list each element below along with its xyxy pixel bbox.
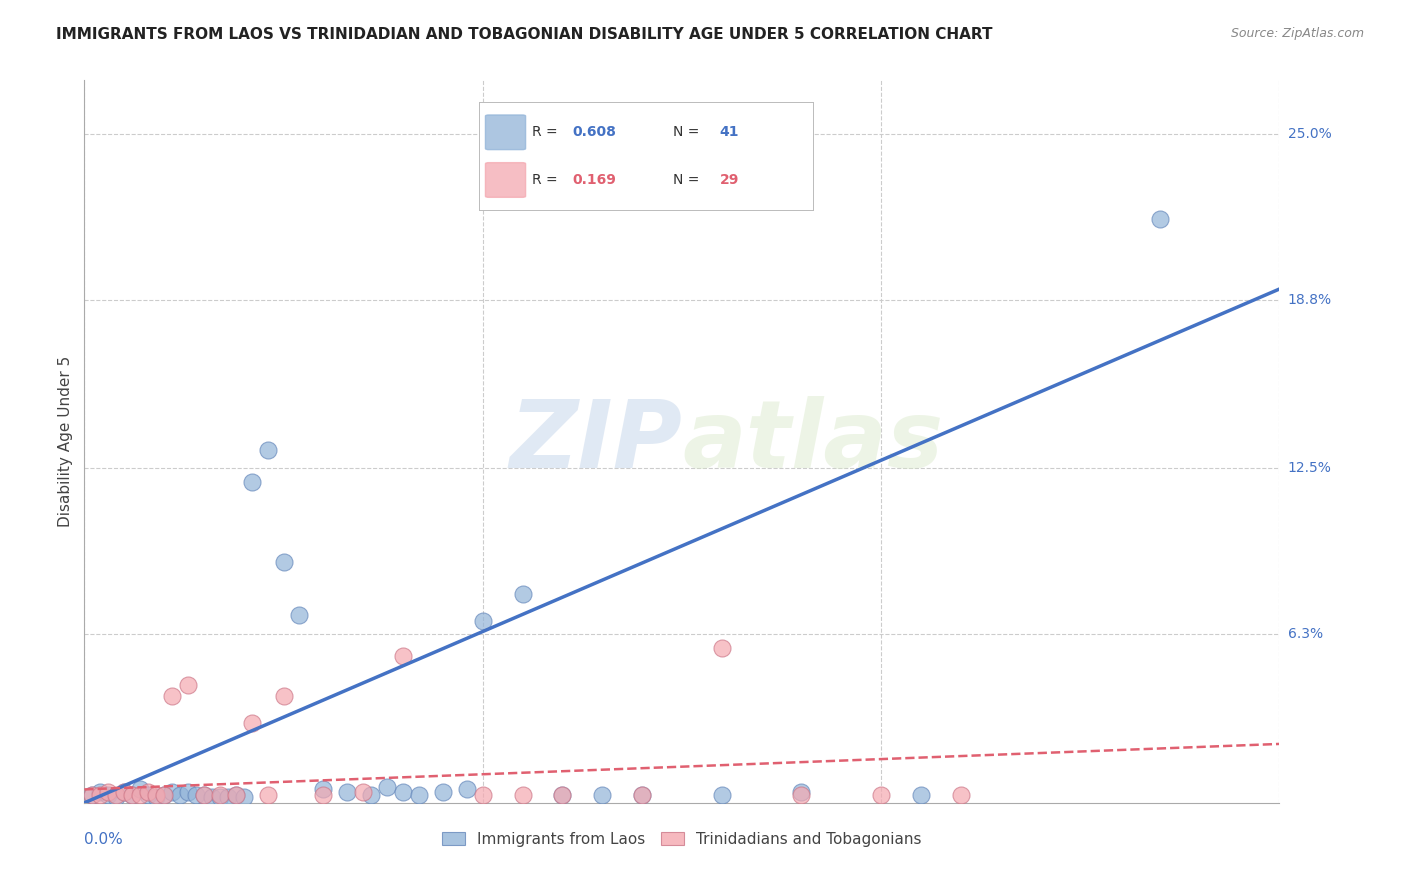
Point [89,785,111,799]
Point [273,689,295,703]
Text: atlas: atlas [682,395,943,488]
Text: IMMIGRANTS FROM LAOS VS TRINIDADIAN AND TOBAGONIAN DISABILITY AGE UNDER 5 CORREL: IMMIGRANTS FROM LAOS VS TRINIDADIAN AND … [56,27,993,42]
Point [456,782,478,797]
Point [112,785,135,799]
Point [177,678,200,692]
Text: Source: ZipAtlas.com: Source: ZipAtlas.com [1230,27,1364,40]
Y-axis label: Disability Age Under 5: Disability Age Under 5 [58,356,73,527]
Point [408,788,430,802]
Point [512,587,534,601]
Point [177,785,200,799]
Point [870,788,893,802]
Point [591,788,613,802]
Point [160,785,183,799]
Point [97,785,120,799]
Point [273,555,295,569]
Point [89,788,111,802]
Point [392,785,415,799]
Point [169,788,191,802]
Point [121,788,143,802]
Text: ZIP: ZIP [509,395,682,488]
Point [790,788,813,802]
Point [631,788,654,802]
Point [360,788,382,802]
Text: 6.3%: 6.3% [1288,627,1323,641]
Point [288,608,311,623]
Point [551,788,574,802]
Point [136,788,159,802]
Point [471,614,494,628]
Point [121,788,143,802]
Point [193,788,215,802]
Point [432,785,454,799]
Text: 25.0%: 25.0% [1288,127,1331,141]
Point [256,442,278,457]
Point [392,648,415,663]
Point [136,785,159,799]
Text: 0.0%: 0.0% [84,831,124,847]
Point [184,788,207,802]
Point [240,475,263,489]
Text: 12.5%: 12.5% [1288,461,1331,475]
Point [949,788,972,802]
Point [352,785,374,799]
Point [105,790,128,805]
Point [82,788,104,802]
Point [312,782,335,797]
Point [551,788,574,802]
Point [82,788,104,802]
Point [910,788,932,802]
Point [710,640,733,655]
Point [112,785,135,799]
Point [631,788,654,802]
Point [512,788,534,802]
Point [1149,212,1171,227]
Text: 18.8%: 18.8% [1288,293,1331,307]
Point [225,788,247,802]
Point [471,788,494,802]
Point [336,785,359,799]
Point [312,788,335,802]
Point [375,780,398,794]
Point [153,788,176,802]
Point [193,788,215,802]
Point [129,782,152,797]
Point [208,790,231,805]
Point [217,790,239,805]
Point [97,788,120,802]
Point [790,785,813,799]
Point [232,790,254,805]
Point [145,790,167,805]
Point [201,790,224,805]
Point [710,788,733,802]
Legend: Immigrants from Laos, Trinidadians and Tobagonians: Immigrants from Laos, Trinidadians and T… [436,826,928,853]
Point [256,788,278,802]
Point [153,788,176,802]
Point [240,715,263,730]
Point [105,788,128,802]
Point [208,788,231,802]
Point [160,689,183,703]
Point [145,788,167,802]
Point [129,788,152,802]
Point [225,788,247,802]
